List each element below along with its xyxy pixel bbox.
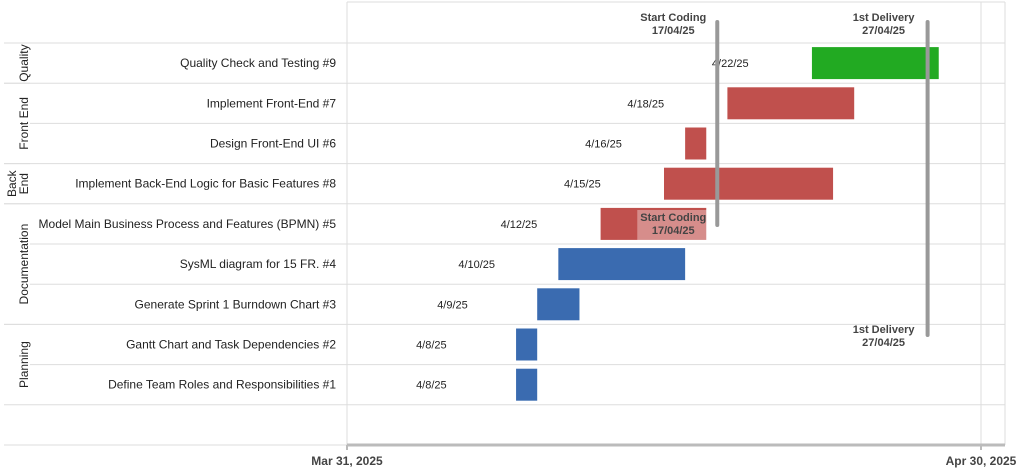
task-bar: [664, 167, 834, 200]
group-label-line: End: [17, 173, 31, 194]
bar-layer: [516, 47, 939, 401]
task-date-label: 4/9/25: [437, 299, 468, 311]
task-label: Implement Front-End #7: [207, 96, 337, 110]
task-bar: [600, 207, 707, 240]
task-date-label: 4/12/25: [501, 219, 538, 231]
grid-layer: [4, 1, 1006, 446]
task-bar: [558, 248, 686, 281]
milestone-label-bg: [637, 210, 710, 240]
x-tick-label: Mar 31, 2025: [311, 454, 383, 468]
milestone-title: 1st Delivery: [853, 12, 916, 24]
task-label: SysML diagram for 15 FR. #4: [180, 257, 337, 271]
group-label: Quality: [17, 44, 31, 81]
task-bar: [727, 87, 855, 120]
milestone-title: Start Coding: [640, 212, 706, 224]
task-label: Model Main Business Process and Features…: [39, 217, 337, 231]
group-label: Front End: [17, 97, 31, 150]
task-date-label: 4/10/25: [458, 259, 495, 271]
task-date-label: 4/8/25: [416, 380, 447, 392]
milestone-date: 27/04/25: [862, 25, 905, 37]
group-label: Documentation: [17, 224, 31, 305]
task-date-label: 4/15/25: [564, 179, 601, 191]
task-bar: [516, 328, 538, 361]
milestone-title: Start Coding: [640, 12, 706, 24]
milestone-title: 1st Delivery: [853, 324, 916, 336]
task-date-label: 4/16/25: [585, 139, 622, 151]
milestone-date: 17/04/25: [652, 225, 695, 237]
label-layer: Quality Front End BackEnd Documentation Plan…: [5, 44, 749, 391]
task-bar: [537, 288, 580, 321]
task-bar: [516, 368, 538, 401]
task-label: Design Front-End UI #6: [210, 137, 336, 151]
group-label: BackEnd: [5, 169, 31, 197]
milestone-date: 27/04/25: [862, 337, 905, 349]
group-label-line: Back: [5, 169, 19, 197]
milestone-date: 17/04/25: [652, 25, 695, 37]
task-date-label: 4/8/25: [416, 340, 447, 352]
task-date-label: 4/18/25: [627, 98, 664, 110]
task-label: Quality Check and Testing #9: [180, 56, 336, 70]
task-bar: [685, 127, 707, 160]
x-axis: Mar 31, 2025 Apr 30, 2025: [311, 443, 1017, 468]
group-label: Planning: [17, 341, 31, 388]
task-label: Implement Back-End Logic for Basic Featu…: [75, 177, 336, 191]
task-date-label: 4/22/25: [712, 58, 749, 70]
x-tick-label: Apr 30, 2025: [946, 454, 1017, 468]
task-label: Gantt Chart and Task Dependencies #2: [126, 338, 336, 352]
task-bar: [811, 47, 939, 80]
task-label: Generate Sprint 1 Burndown Chart #3: [135, 297, 337, 311]
task-label: Define Team Roles and Responsibilities #…: [108, 378, 336, 392]
